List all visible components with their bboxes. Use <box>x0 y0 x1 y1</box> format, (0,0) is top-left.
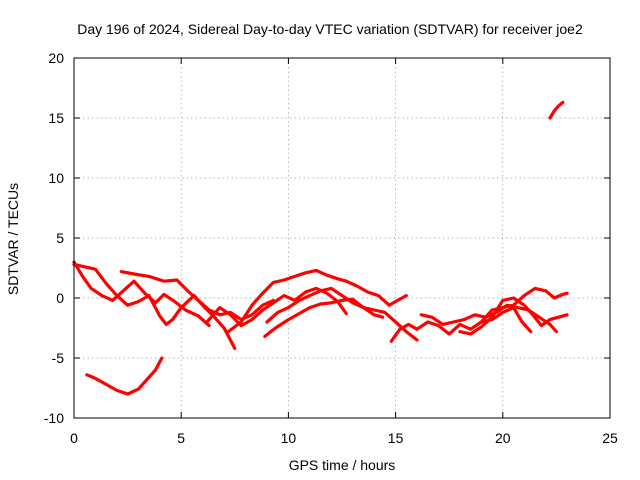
series-arc-5 <box>226 268 408 334</box>
series-arc-high <box>548 100 565 120</box>
x-axis-label: GPS time / hours <box>289 457 396 473</box>
y-tick-label: 5 <box>56 230 64 246</box>
y-axis-label: SDTVAR / TECUs <box>5 183 21 295</box>
x-tick-label: 15 <box>388 430 404 446</box>
series-arc-3 <box>119 270 275 322</box>
y-tick-label: -10 <box>44 410 64 426</box>
ticks: 0 5 10 15 20 25 -10 -5 0 5 10 15 20 <box>44 50 618 446</box>
series-arc-7 <box>263 297 385 338</box>
x-tick-label: 10 <box>281 430 297 446</box>
x-tick-label: 0 <box>70 430 78 446</box>
series-arc-low <box>85 356 164 396</box>
series-arc-9 <box>419 303 558 334</box>
y-tick-label: 20 <box>48 50 64 66</box>
y-tick-label: 15 <box>48 110 64 126</box>
series-arc-2 <box>72 260 211 328</box>
x-tick-label: 5 <box>177 430 185 446</box>
series-arc-4 <box>205 286 348 328</box>
y-tick-label: 0 <box>56 290 64 306</box>
chart-title: Day 196 of 2024, Sidereal Day-to-day VTE… <box>77 21 583 37</box>
x-tick-label: 25 <box>602 430 618 446</box>
series-arc-11 <box>479 286 569 324</box>
grid <box>74 58 610 418</box>
y-tick-label: 10 <box>48 170 64 186</box>
series-group <box>72 100 569 396</box>
series-arc-6 <box>265 286 419 342</box>
series-arc-8 <box>389 306 533 343</box>
y-tick-label: -5 <box>52 350 65 366</box>
x-tick-label: 20 <box>495 430 511 446</box>
